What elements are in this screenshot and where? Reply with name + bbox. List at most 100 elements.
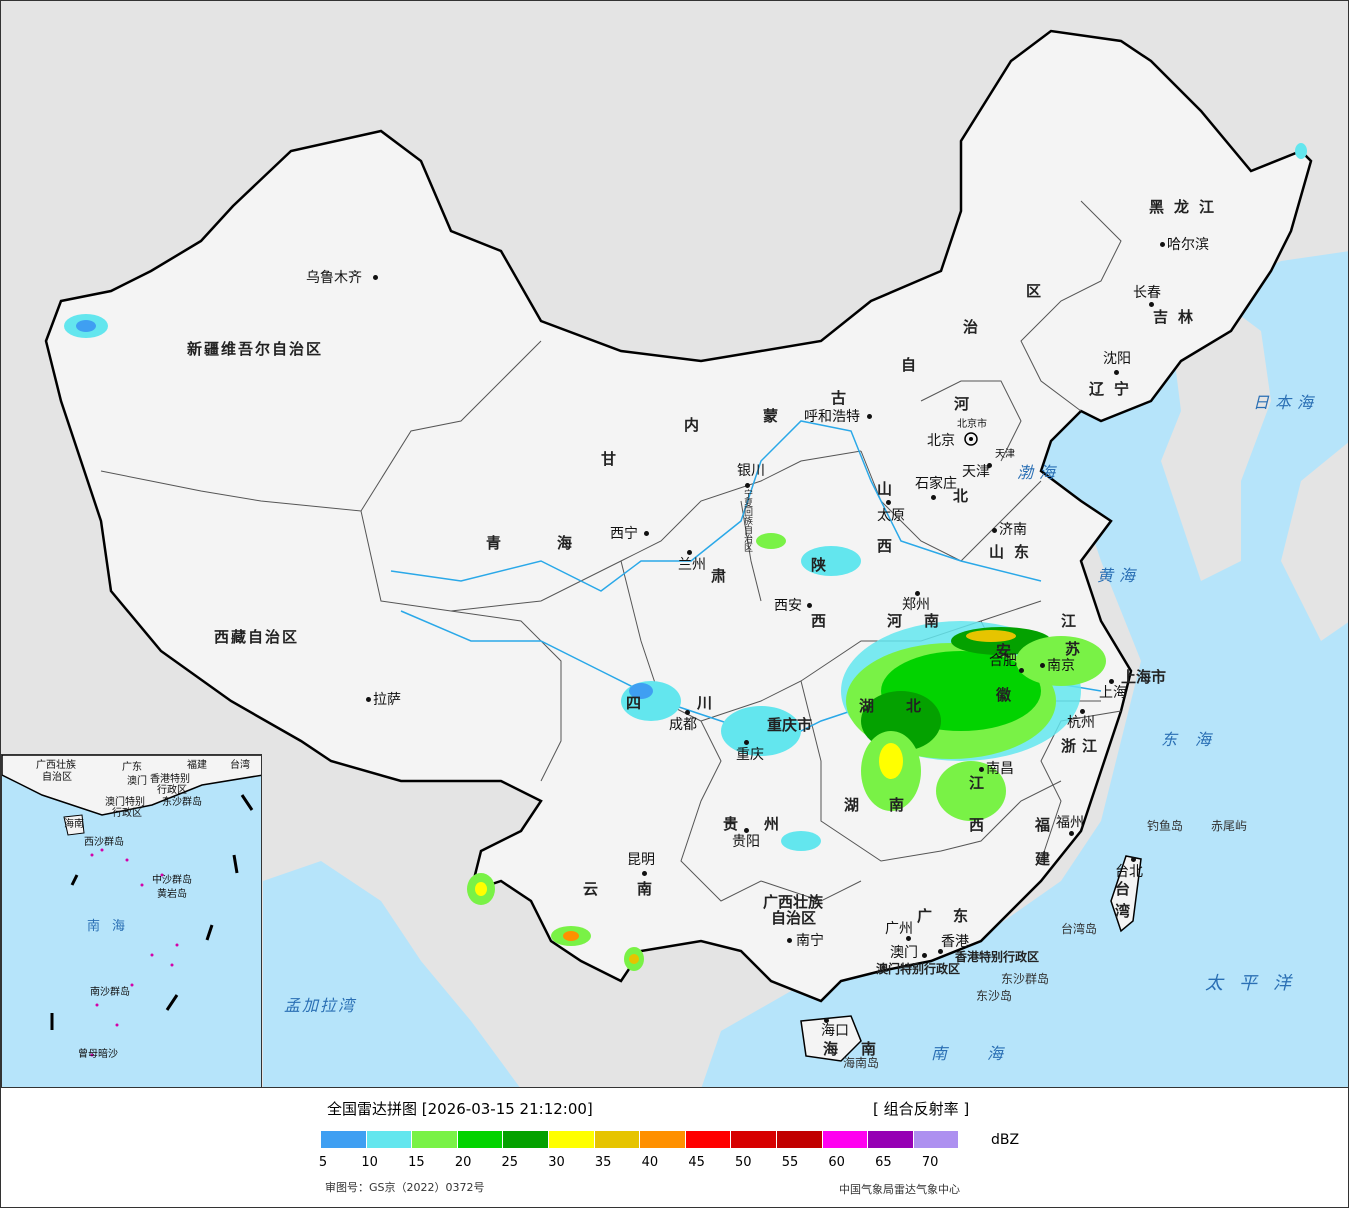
legend-swatch <box>457 1131 504 1148</box>
label-guizhou-1: 贵 <box>723 815 741 833</box>
legend-swatch <box>594 1131 641 1148</box>
inset-huangyan: 黄岩岛 <box>157 889 187 900</box>
city-taipei: 台北 <box>1115 864 1143 880</box>
label-tianjin-shi: 天津 <box>995 449 1015 460</box>
label-guangxi-2: 自治区 <box>771 909 817 927</box>
label-shanghai: 上海市 <box>1121 668 1167 686</box>
inset-zengmu: 曾母暗沙 <box>78 1049 118 1060</box>
label-jiangxi-1: 江 <box>969 774 987 792</box>
label-guizhou-2: 州 <box>764 815 782 833</box>
land-korea <box>1161 301 1271 581</box>
china-outline <box>44 29 1313 1003</box>
legend-panel: 全国雷达拼图 [2026-03-15 21:12:00] [ 组合反射率 ] d… <box>0 1088 1349 1208</box>
label-hainan-2: 南 <box>861 1040 879 1058</box>
city-guangzhou: 广州 <box>885 921 913 937</box>
map-canvas <box>44 29 1348 1087</box>
label-taiwan-2: 湾 <box>1115 902 1133 920</box>
legend-product: [ 组合反射率 ] <box>873 1100 970 1118</box>
label-anhui-2: 徽 <box>996 686 1014 704</box>
city-guiyang: 贵阳 <box>732 834 760 850</box>
city-macau: 澳门 <box>890 945 918 961</box>
label-hebei-1: 河 <box>954 395 972 413</box>
pacific-label: 太平洋 <box>1205 973 1307 994</box>
city-fuzhou: 福州 <box>1056 815 1084 831</box>
legend-tick-label: 45 <box>688 1155 705 1170</box>
label-hubei-2: 北 <box>906 697 924 715</box>
legend-tick-label: 25 <box>501 1155 519 1170</box>
south-china-sea-inset: 广西壮族 自治区 广东 福建 台湾 澳门 香港特别 行政区 澳门特别 行政区 东… <box>1 754 262 1087</box>
label-jilin: 吉林 <box>1153 308 1204 326</box>
label-fujian-1: 福 <box>1035 816 1053 834</box>
label-qinghai-2: 海 <box>557 534 575 552</box>
island-taiwan: 台湾岛 <box>1061 922 1098 936</box>
label-neimenggu-4: 自 <box>901 356 919 374</box>
label-shaanxi-2: 西 <box>811 612 829 630</box>
label-yunnan-1: 云 <box>583 880 601 898</box>
bay-bengal-label: 孟加拉湾 <box>284 996 357 1015</box>
city-shanghai: 上海 <box>1099 685 1127 701</box>
map-approval-number: 审图号：GS京（2022）0372号 <box>325 1181 485 1194</box>
legend-color-bar <box>321 1131 960 1148</box>
city-lanzhou: 兰州 <box>678 557 706 573</box>
label-jiangsu-1: 江 <box>1061 612 1079 630</box>
legend-swatch <box>776 1131 823 1148</box>
label-shanxi-2: 西 <box>877 537 895 555</box>
city-nanjing: 南京 <box>1047 658 1075 674</box>
legend-swatch <box>685 1131 732 1148</box>
legend-tick-label: 20 <box>454 1155 472 1170</box>
city-taiyuan: 太原 <box>877 508 905 524</box>
city-xian: 西安 <box>774 598 802 614</box>
radar-map: 新疆维吾尔自治区 西藏自治区 青 海 甘 肃 内 蒙 古 自 治 区 黑龙江 吉… <box>0 0 1349 1088</box>
label-hubei-1: 湖 <box>859 697 877 715</box>
label-anhui-1: 安 <box>996 642 1014 660</box>
hainan-island <box>800 1015 862 1062</box>
label-hk-sar: 香港特别行政区 <box>955 950 1040 964</box>
city-kunming: 昆明 <box>627 852 655 868</box>
label-taiwan-1: 台 <box>1115 880 1133 898</box>
legend-swatch <box>366 1131 413 1148</box>
label-xizang: 西藏自治区 <box>214 628 300 646</box>
label-gansu-1: 甘 <box>601 450 619 468</box>
label-sichuan-1: 四 <box>626 694 644 712</box>
land-japan <box>1281 442 1348 641</box>
legend-swatch <box>822 1131 869 1148</box>
legend-swatch <box>548 1131 595 1148</box>
label-hebei-2: 北 <box>953 487 971 505</box>
city-shijiazhuang: 石家庄 <box>915 476 957 492</box>
inset-guangdong: 广东 <box>122 762 142 773</box>
inset-nansha: 南沙群岛 <box>90 987 130 998</box>
inset-hk-1: 香港特别 <box>150 774 190 785</box>
city-changchun: 长春 <box>1133 285 1161 301</box>
legend-tick-label: 60 <box>828 1155 845 1170</box>
label-henan-2: 南 <box>924 612 942 630</box>
label-jiangsu-2: 苏 <box>1065 640 1083 658</box>
island-dongsha-group: 东沙群岛 <box>1001 972 1050 986</box>
city-beijing: 北京 <box>927 433 955 449</box>
label-yunnan-2: 南 <box>637 880 655 898</box>
city-tianjin: 天津 <box>962 464 990 480</box>
inset-dongsha: 东沙群岛 <box>162 797 202 808</box>
city-chongqing: 重庆 <box>736 747 764 763</box>
inset-guangxi-1: 广西壮族 <box>36 760 76 771</box>
label-guangdong-1: 广 <box>917 907 935 925</box>
city-zhengzhou: 郑州 <box>902 597 930 613</box>
inset-macau-sar-2: 行政区 <box>112 808 142 819</box>
legend-swatch <box>412 1131 458 1148</box>
label-gansu-2: 肃 <box>711 567 729 585</box>
island-chiwei: 赤尾屿 <box>1211 819 1248 833</box>
label-guangdong-2: 东 <box>953 907 971 925</box>
city-jinan: 济南 <box>999 522 1027 538</box>
inset-taiwan: 台湾 <box>230 760 250 771</box>
inset-guangxi-2: 自治区 <box>42 772 72 783</box>
label-fujian-2: 建 <box>1035 850 1053 868</box>
legend-swatch <box>321 1131 367 1148</box>
legend-tick-label: 5 <box>318 1155 328 1170</box>
label-neimenggu-3: 古 <box>831 389 849 407</box>
label-henan-1: 河 <box>887 612 905 630</box>
legend-unit: dBZ <box>991 1132 1020 1148</box>
city-urumqi: 乌鲁木齐 <box>306 270 362 286</box>
inset-fujian: 福建 <box>187 760 207 771</box>
label-hunan-2: 南 <box>889 796 907 814</box>
label-hunan-1: 湖 <box>844 796 862 814</box>
